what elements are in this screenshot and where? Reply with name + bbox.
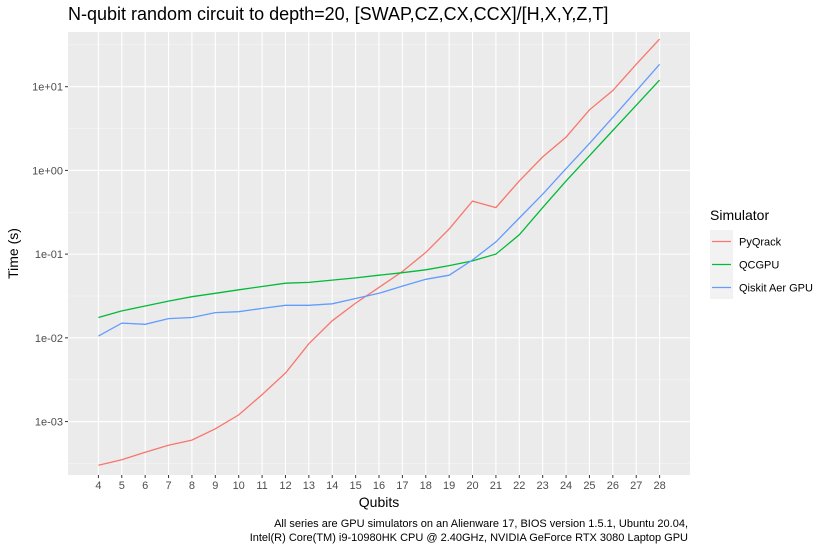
series-layer [98,38,661,466]
series-line-qiskit-aer-gpu [98,63,661,337]
x-tick-label: 11 [256,480,267,492]
x-tick-label: 22 [513,480,525,492]
x-tick-label: 24 [560,480,572,492]
x-tick-label: 10 [233,480,245,492]
x-tick-label: 21 [490,480,502,492]
x-tick-label: 7 [165,480,171,492]
legend: Simulator PyQrack QCGPU Qiskit Aer GPU [710,207,813,299]
y-tick-label: 1e+00 [32,165,63,177]
x-tick-label: 20 [466,480,478,492]
y-tick-label: 1e-02 [35,333,63,345]
series-line-pyqrack [98,38,661,466]
grid-lines [68,32,690,475]
x-tick-label: 4 [95,480,101,492]
x-tick-label: 16 [373,480,385,492]
x-tick-label: 27 [630,480,642,492]
caption-line-1: All series are GPU simulators on an Alie… [274,518,688,530]
y-tick-label: 1e+01 [32,82,63,94]
x-tick-label: 9 [212,480,218,492]
caption-line-2: Intel(R) Core(TM) i9-10980HK CPU @ 2.40G… [250,532,688,544]
series-line-qcgpu [98,79,661,319]
y-tick-label: 1e-03 [35,417,63,429]
legend-label: PyQrack [739,237,782,249]
x-tick-label: 17 [396,480,408,492]
x-tick-label: 13 [303,480,315,492]
x-tick-label: 6 [142,480,148,492]
x-tick-label: 28 [653,480,665,492]
y-tick-label: 1e-01 [35,249,63,261]
y-axis-title: Time (s) [5,228,21,279]
legend-title: Simulator [710,207,769,223]
x-tick-label: 18 [420,480,432,492]
x-tick-label: 23 [537,480,549,492]
x-axis: 4 5 6 7 8 9 10 11 12 13 14 15 16 17 18 19 20 21 22 23 24 25 26… [95,475,666,492]
y-axis: 1e-03 1e-02 1e-01 1e+00 1e+01 [32,82,68,429]
legend-label: Qiskit Aer GPU [739,283,813,295]
x-tick-label: 25 [583,480,595,492]
x-tick-label: 8 [189,480,195,492]
x-tick-label: 12 [279,480,291,492]
x-tick-label: 15 [349,480,361,492]
chart-title: N-qubit random circuit to depth=20, [SWA… [68,4,608,24]
x-tick-label: 14 [326,480,338,492]
legend-label: QCGPU [739,260,779,272]
x-tick-label: 19 [443,480,455,492]
x-tick-label: 26 [607,480,619,492]
x-tick-label: 5 [119,480,125,492]
x-axis-title: Qubits [359,494,399,510]
